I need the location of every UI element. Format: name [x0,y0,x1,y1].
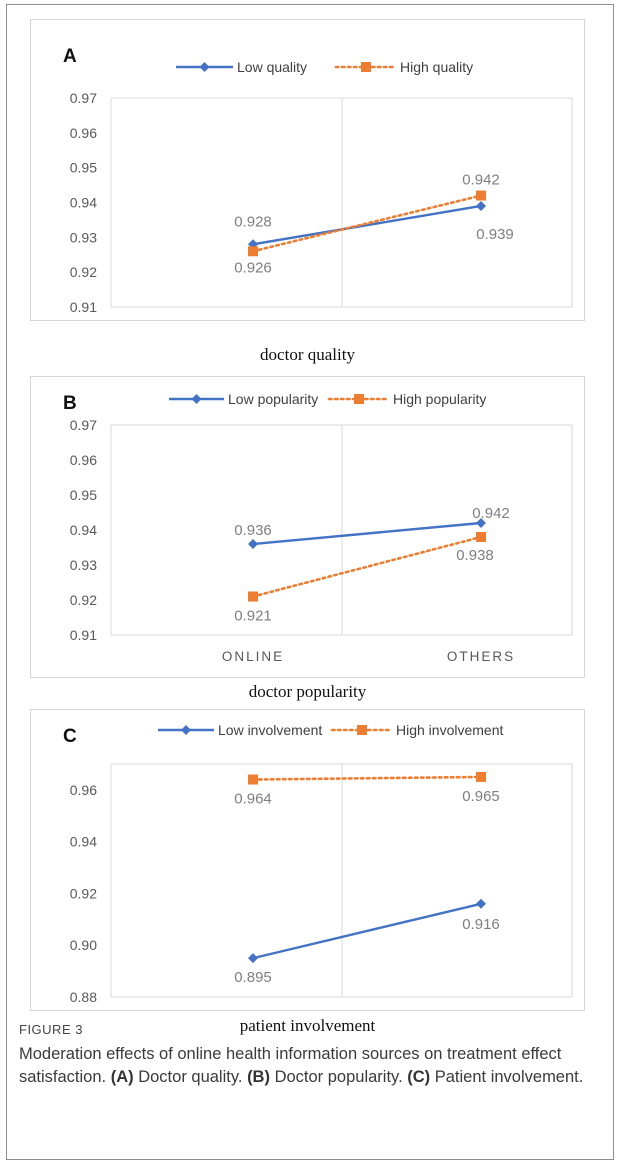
data-label-low-a: 0.928 [234,213,272,230]
panel-label-b: B [63,393,77,414]
y-tick-label-b: 0.93 [70,557,97,573]
line-chart-b: B 0.91 0.92 0.93 0.94 0.95 0.96 0.97 ONLINE OTHER… [63,391,573,664]
data-point-low-c [476,898,486,909]
data-label-high-b: 0.938 [456,547,494,564]
y-tick-label-b: 0.92 [70,592,97,608]
series-line-high-a [251,194,483,253]
data-label-high-b: 0.921 [234,608,272,625]
data-point-high-c [476,771,486,782]
y-tick-label-b: 0.94 [70,522,97,538]
data-label-low-b: 0.942 [472,505,510,522]
legend-marker-high-b [354,394,364,404]
data-point-low-b [476,518,486,528]
caption-text-b: Doctor popularity. [274,1068,403,1086]
y-tick-label-b: 0.91 [70,627,97,643]
legend-label-high-a: High quality [400,59,473,75]
data-point-high-a [476,190,486,201]
caption-text-c: Patient involvement. [434,1068,584,1086]
legend-label-low-c: Low involvement [218,722,322,738]
caption-tag-a: (A) [110,1068,134,1086]
data-label-low-a: 0.939 [476,226,514,243]
chart-panel-b: B 0.91 0.92 0.93 0.94 0.95 0.96 0.97 ONLINE OTHER… [30,376,585,678]
line-chart-a: A 0.91 0.92 0.93 0.94 0.95 0.96 0.97 ONLINE OTHER… [63,46,573,322]
data-point-high-b [248,591,258,602]
y-tick-label-a: 0.91 [70,299,97,315]
chart-panel-a: A 0.91 0.92 0.93 0.94 0.95 0.96 0.97 ONLINE OTHER… [30,19,585,322]
y-tick-label-a: 0.96 [70,125,97,141]
y-tick-label-c: 0.90 [70,937,97,953]
caption-tag-c: (C) [407,1068,431,1086]
legend-marker-low-b [191,394,202,404]
figure-label: FIGURE 3 [19,1022,83,1037]
x-axis-title-b: doctor popularity [248,682,367,701]
y-tick-label-c: 0.88 [70,989,97,1005]
data-label-high-a: 0.926 [234,259,272,276]
data-label-high-c: 0.965 [462,788,500,805]
y-tick-label-c: 0.94 [70,834,97,850]
series-line-low-a [252,204,482,246]
y-tick-label-a: 0.95 [70,160,97,176]
legend-label-high-b: High popularity [393,391,486,407]
x-axis-title-a: doctor quality [260,345,355,364]
y-tick-label-a: 0.92 [70,264,97,280]
figure-caption: Moderation effects of online health info… [19,1043,594,1089]
y-tick-label-b: 0.95 [70,487,97,503]
legend-marker-high-c [357,725,367,735]
data-point-high-b [476,532,486,542]
data-point-low-b [248,539,258,549]
legend-label-low-b: Low popularity [228,391,318,407]
legend-label-high-c: High involvement [396,722,503,738]
data-label-high-c: 0.964 [234,791,272,808]
line-chart-c: C 0.88 0.90 0.92 0.94 0.96 ONLINE OTHERS 0.895 0.… [63,722,573,1012]
data-point-low-a [476,200,486,211]
x-axis-title-c: patient involvement [239,1016,376,1035]
caption-text-a: Doctor quality. [138,1068,243,1086]
data-label-low-c: 0.895 [234,969,272,986]
panel-label-a: A [63,46,77,67]
y-tick-label-b: 0.96 [70,452,97,468]
series-line-low-c [252,902,482,960]
panel-label-c: C [63,726,77,747]
data-label-low-b: 0.936 [234,522,272,539]
y-tick-label-c: 0.92 [70,885,97,901]
caption-intro: Moderation effects of online health info… [19,1045,562,1086]
series-line-high-b [251,535,483,598]
x-tick-label-a: ONLINE [222,321,284,322]
data-point-high-a [248,246,258,257]
x-tick-label-c: ONLINE [222,1011,284,1012]
y-tick-label-c: 0.96 [70,782,97,798]
series-line-low-b [252,521,482,546]
data-point-high-c [248,774,258,785]
legend-marker-high-a [361,62,371,72]
y-tick-label-a: 0.97 [70,90,97,106]
legend-label-low-a: Low quality [237,59,307,75]
y-tick-label-a: 0.93 [70,229,97,245]
legend-marker-low-c [181,725,191,735]
data-point-low-c [248,953,258,964]
data-label-high-a: 0.942 [462,172,500,189]
caption-tag-b: (B) [247,1068,270,1086]
data-label-low-c: 0.916 [462,916,500,933]
x-tick-label-a: OTHERS [447,321,515,322]
x-tick-label-b: ONLINE [222,649,284,664]
y-tick-label-b: 0.97 [70,417,97,433]
y-tick-label-a: 0.94 [70,195,97,211]
legend-marker-low-a [199,62,210,72]
series-line-high-c [251,775,483,781]
x-tick-label-c: OTHERS [447,1011,515,1012]
chart-panel-c: C 0.88 0.90 0.92 0.94 0.96 ONLINE OTHERS 0.895 0.… [30,709,585,1012]
x-tick-label-b: OTHERS [447,649,515,664]
